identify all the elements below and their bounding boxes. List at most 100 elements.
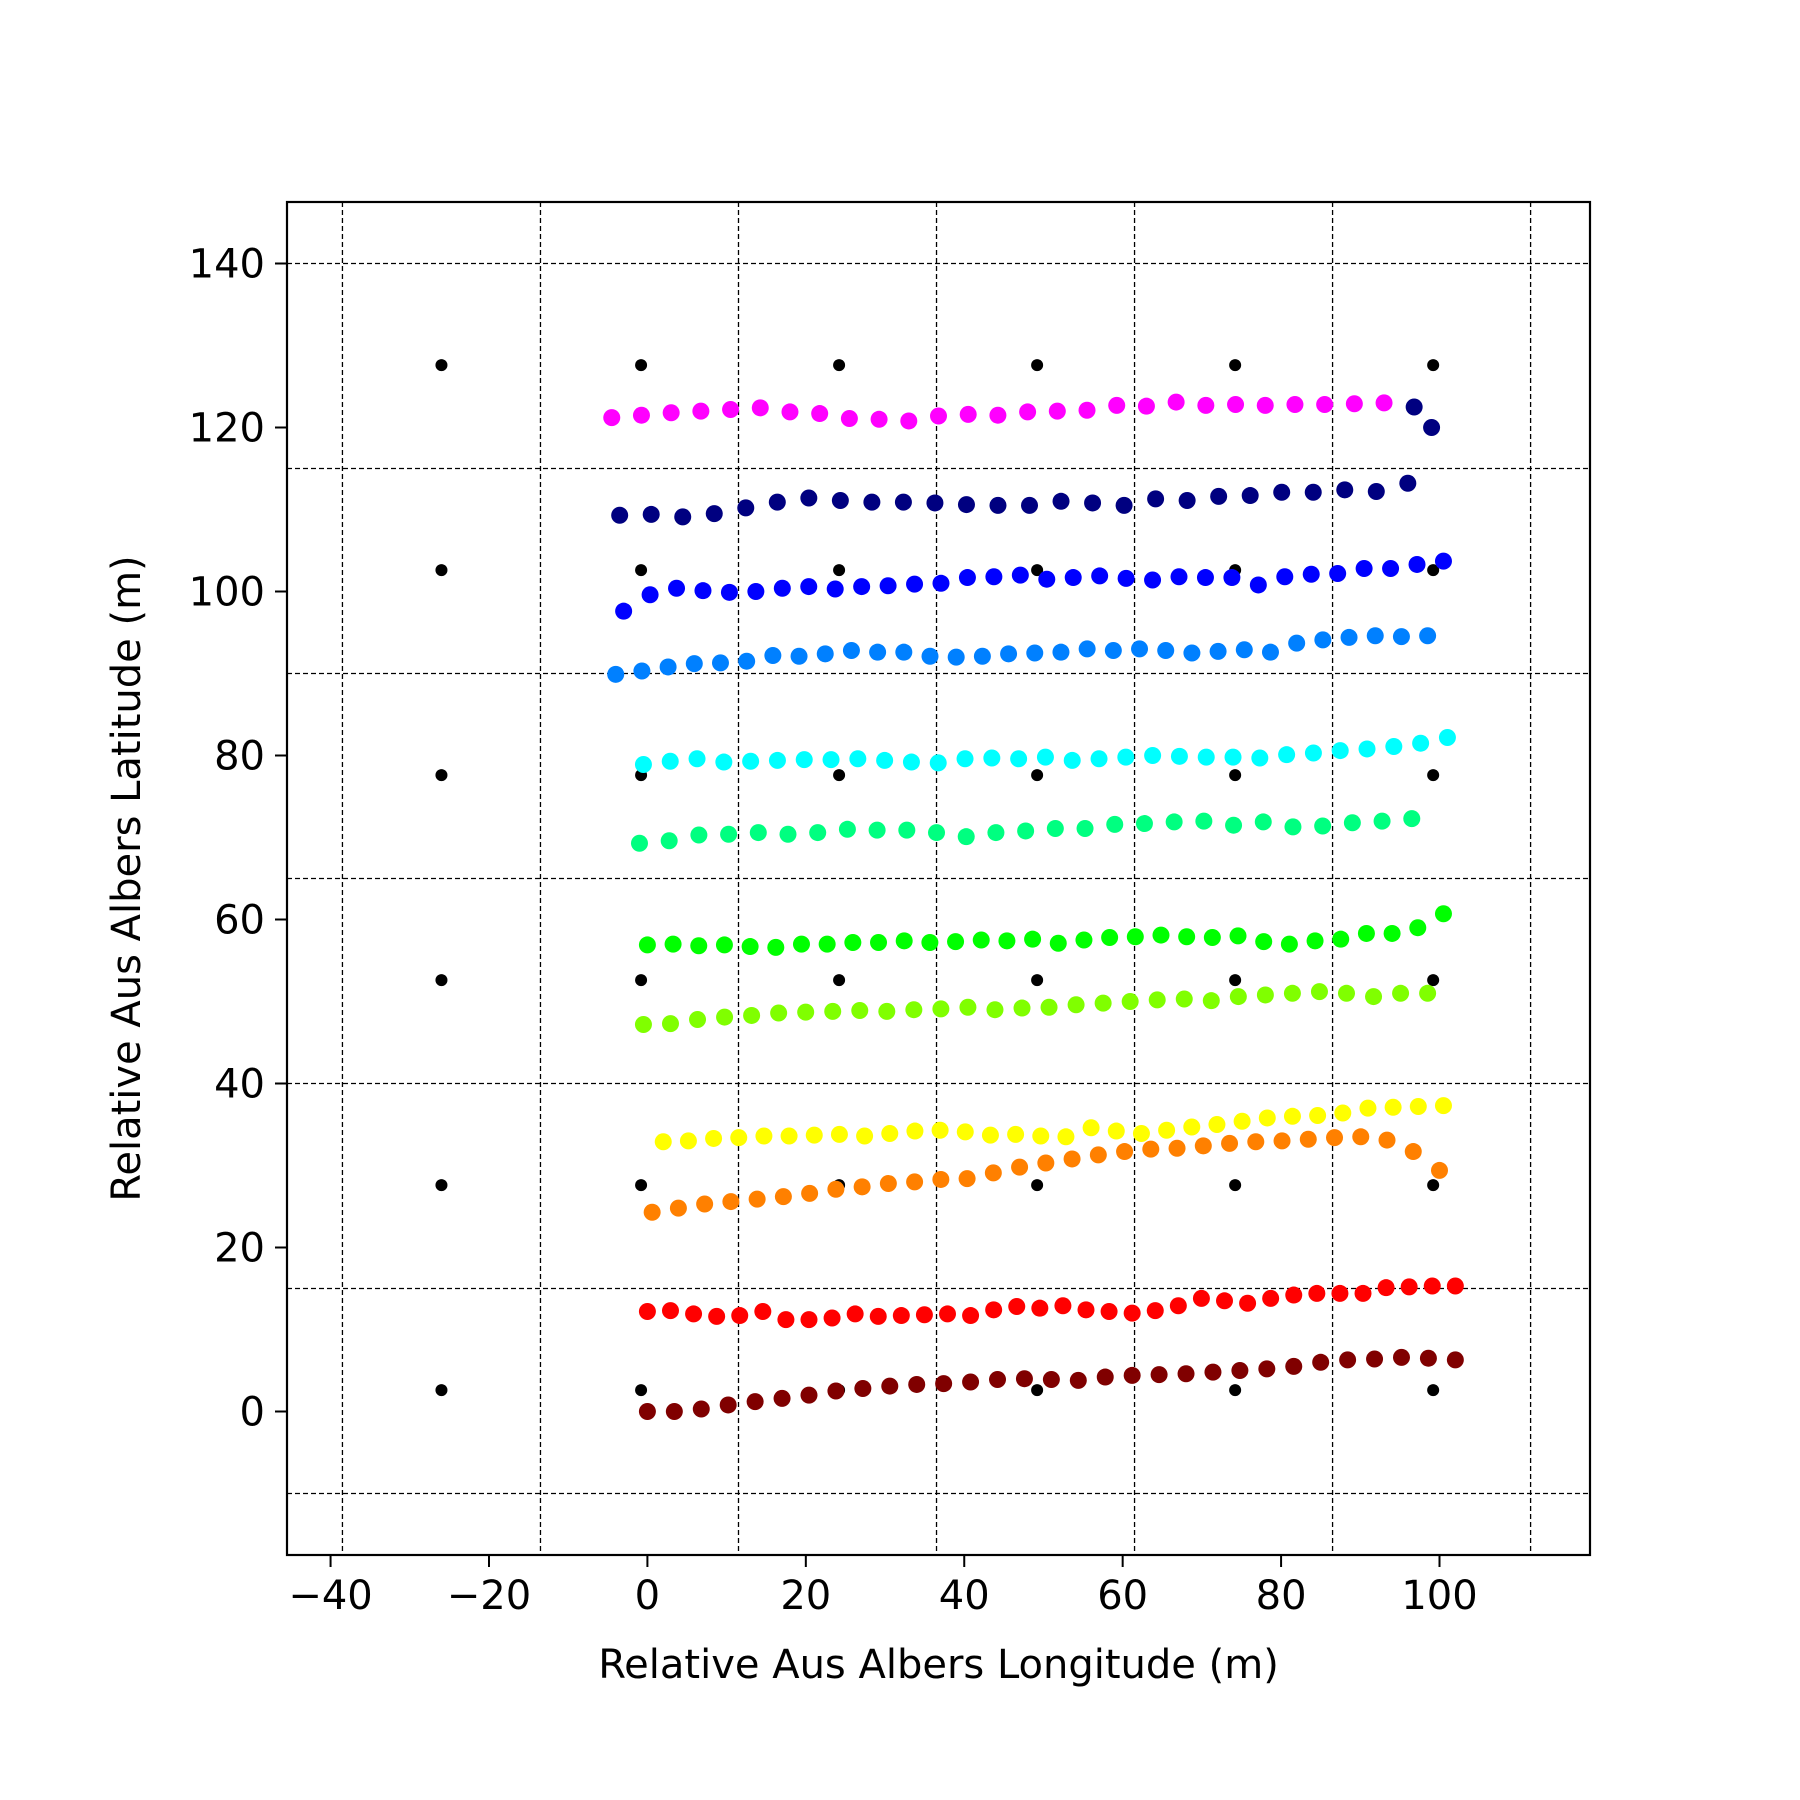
data-point [1247,1133,1265,1151]
data-point [938,1305,956,1323]
data-point [661,1302,679,1320]
data-point [905,1001,923,1019]
data-point [719,1396,737,1414]
data-point [1403,810,1421,828]
data-point [805,1126,823,1144]
data-point [1276,568,1294,586]
data-point [1446,1277,1464,1295]
data-point [1178,491,1196,509]
data-point [1302,565,1320,583]
data-point [795,751,813,769]
reference-point [1229,974,1242,987]
data-point [1144,571,1162,589]
data-point [1144,747,1162,764]
data-point [1024,930,1042,948]
data-point [1261,643,1279,661]
data-point [632,406,650,424]
y-tick-label: 100 [189,570,265,616]
data-point [1148,991,1166,1009]
data-point [1251,749,1269,767]
data-point [1075,931,1093,949]
data-point [1100,1302,1118,1320]
data-point [738,652,756,670]
data-point [1150,1366,1168,1384]
reference-point [635,359,648,372]
data-point [1064,569,1082,587]
y-tick-label: 20 [214,1226,265,1272]
data-point [915,1306,933,1324]
data-point [1170,747,1188,765]
data-point [770,1004,788,1022]
data-point [822,751,840,769]
data-point [1400,1278,1418,1296]
data-point [1340,628,1358,646]
data-point [1078,640,1096,658]
data-point [1049,934,1067,952]
data-point [781,403,799,421]
data-point [989,496,1007,514]
data-point [1048,402,1066,420]
data-point [958,1170,976,1188]
x-tick-label: −40 [288,1573,372,1619]
y-tick-label: 140 [189,242,265,288]
data-point [1031,1299,1049,1317]
y-tick-label: 120 [189,406,265,452]
data-point [811,405,829,423]
data-point [638,1302,656,1320]
grid-lines [287,202,1590,1555]
data-point [1256,986,1274,1004]
data-point [1192,1289,1210,1307]
data-point [1067,996,1085,1014]
data-point [1285,1286,1303,1304]
data-point [1135,815,1153,833]
data-point [959,998,977,1016]
data-point [1142,1140,1160,1158]
data-point [1375,394,1393,412]
data-point [1178,928,1196,946]
data-point [800,1386,818,1404]
data-point [722,400,740,418]
data-point [1069,1371,1087,1389]
reference-point [435,974,448,987]
data-point [1405,398,1423,416]
data-point [930,407,947,425]
data-point [1209,642,1227,660]
data-point [1106,815,1124,833]
data-point [1077,1301,1095,1319]
data-point [720,583,738,601]
data-point [1157,642,1175,660]
data-point [1131,640,1149,658]
data-point [790,647,808,665]
reference-point [1031,1179,1044,1192]
y-tick-label: 40 [214,1062,265,1108]
data-point [746,1393,764,1411]
data-point [1152,926,1170,944]
data-point [1165,813,1183,831]
data-point [881,1125,899,1143]
data-point [1446,1351,1464,1369]
data-point [690,826,708,844]
data-point [1216,1292,1234,1310]
data-point [1202,992,1220,1010]
data-point [826,580,844,598]
x-tick-label: 60 [1097,1573,1148,1619]
data-point [1258,1109,1276,1127]
data-point [773,1389,791,1407]
data-point [1366,1350,1384,1368]
data-point [1316,396,1334,414]
data-point [800,578,818,596]
x-tick-label: 40 [939,1573,990,1619]
data-point [932,1000,950,1018]
reference-point [1229,359,1242,372]
data-point [869,1307,887,1325]
data-point [767,938,785,956]
series-group [634,728,1456,774]
data-point [856,1127,874,1145]
data-point [742,752,760,770]
data-point [1336,481,1354,499]
data-point [908,1375,926,1393]
data-point [1227,396,1245,414]
data-point [1078,401,1096,419]
data-point [633,662,651,680]
